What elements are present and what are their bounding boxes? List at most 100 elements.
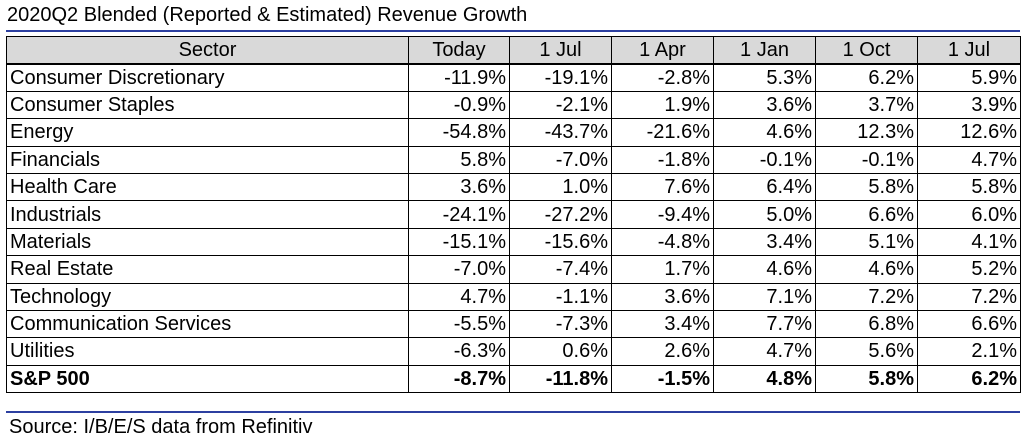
value-cell: -0.1%	[713, 145, 816, 174]
header-row: Sector Today 1 Jul 1 Apr 1 Jan 1 Oct 1 J…	[6, 35, 1021, 65]
table-row: Health Care 3.6% 1.0% 7.6% 6.4% 5.8% 5.8%	[6, 172, 1021, 202]
value-cell: 6.6%	[917, 309, 1021, 339]
table-row: Industrials -24.1% -27.2% -9.4% 5.0% 6.6% 6.0%	[6, 200, 1021, 229]
value-cell: -11.8%	[509, 364, 612, 394]
value-cell: 6.4%	[713, 172, 816, 202]
table-row: Communication Services -5.5% -7.3% 3.4% 7.7%…	[6, 309, 1021, 339]
value-cell: 4.7%	[408, 282, 510, 311]
value-cell: 3.6%	[611, 282, 714, 311]
value-cell: 4.6%	[815, 255, 918, 284]
value-cell: 7.2%	[917, 282, 1021, 311]
value-cell: -19.1%	[509, 63, 612, 92]
value-cell: -5.5%	[408, 309, 510, 339]
value-cell: 3.6%	[408, 172, 510, 202]
value-cell: 5.9%	[917, 63, 1021, 92]
column-header-1-jan: 1 Jan	[713, 35, 816, 65]
value-cell: -54.8%	[408, 118, 510, 147]
value-cell: 5.1%	[815, 227, 918, 257]
value-cell: 5.3%	[713, 63, 816, 92]
value-cell: -7.0%	[509, 145, 612, 174]
title-underline	[6, 30, 1020, 32]
table-row: Utilities -6.3% 0.6% 2.6% 4.7% 5.6% 2.1%	[6, 337, 1021, 366]
sector-cell: S&P 500	[6, 364, 409, 394]
value-cell: 6.2%	[815, 63, 918, 92]
value-cell: 5.2%	[917, 255, 1021, 284]
table-row: Materials -15.1% -15.6% -4.8% 3.4% 5.1% 4.1%	[6, 227, 1021, 257]
value-cell: 1.7%	[611, 255, 714, 284]
value-cell: -2.1%	[509, 90, 612, 120]
value-cell: -9.4%	[611, 200, 714, 229]
value-cell: 3.4%	[713, 227, 816, 257]
value-cell: -1.1%	[509, 282, 612, 311]
column-header-1-jul-prior: 1 Jul	[917, 35, 1021, 65]
value-cell: -11.9%	[408, 63, 510, 92]
value-cell: 6.6%	[815, 200, 918, 229]
value-cell: -8.7%	[408, 364, 510, 394]
table-row: Consumer Staples -0.9% -2.1% 1.9% 3.6% 3.7% 3.…	[6, 90, 1021, 120]
total-row: S&P 500 -8.7% -11.8% -1.5% 4.8% 5.8% 6.2%	[6, 364, 1021, 394]
table-row: Consumer Discretionary -11.9% -19.1% -2.8% 5…	[6, 63, 1021, 92]
value-cell: 7.1%	[713, 282, 816, 311]
value-cell: -7.0%	[408, 255, 510, 284]
value-cell: 5.8%	[815, 172, 918, 202]
value-cell: 4.6%	[713, 118, 816, 147]
value-cell: 4.7%	[917, 145, 1021, 174]
table-bottom-rule	[6, 411, 1020, 413]
value-cell: 6.8%	[815, 309, 918, 339]
value-cell: -24.1%	[408, 200, 510, 229]
value-cell: 7.2%	[815, 282, 918, 311]
revenue-growth-table: Sector Today 1 Jul 1 Apr 1 Jan 1 Oct 1 J…	[6, 35, 1021, 394]
value-cell: 6.2%	[917, 364, 1021, 394]
table-row: Financials 5.8% -7.0% -1.8% -0.1% -0.1% 4.7%	[6, 145, 1021, 174]
value-cell: -15.1%	[408, 227, 510, 257]
value-cell: -2.8%	[611, 63, 714, 92]
value-cell: -1.8%	[611, 145, 714, 174]
value-cell: 5.8%	[917, 172, 1021, 202]
value-cell: -1.5%	[611, 364, 714, 394]
value-cell: 5.0%	[713, 200, 816, 229]
value-cell: 7.6%	[611, 172, 714, 202]
table-title: 2020Q2 Blended (Reported & Estimated) Re…	[7, 4, 528, 26]
value-cell: 1.0%	[509, 172, 612, 202]
value-cell: 4.1%	[917, 227, 1021, 257]
value-cell: 3.4%	[611, 309, 714, 339]
value-cell: -21.6%	[611, 118, 714, 147]
table-row: Real Estate -7.0% -7.4% 1.7% 4.6% 4.6% 5.2%	[6, 255, 1021, 284]
value-cell: 6.0%	[917, 200, 1021, 229]
value-cell: 5.8%	[408, 145, 510, 174]
value-cell: 4.6%	[713, 255, 816, 284]
sector-cell: Technology	[6, 282, 409, 311]
value-cell: -7.4%	[509, 255, 612, 284]
sector-cell: Utilities	[6, 337, 409, 366]
sector-cell: Health Care	[6, 172, 409, 202]
source-note: Source: I/B/E/S data from Refinitiv	[9, 416, 313, 438]
value-cell: 0.6%	[509, 337, 612, 366]
value-cell: 2.1%	[917, 337, 1021, 366]
column-header-sector: Sector	[6, 35, 409, 65]
sector-cell: Real Estate	[6, 255, 409, 284]
value-cell: -0.1%	[815, 145, 918, 174]
value-cell: 5.8%	[815, 364, 918, 394]
value-cell: -0.9%	[408, 90, 510, 120]
sector-cell: Consumer Discretionary	[6, 63, 409, 92]
table-row: Energy -54.8% -43.7% -21.6% 4.6% 12.3% 12.6%	[6, 118, 1021, 147]
value-cell: -43.7%	[509, 118, 612, 147]
sector-cell: Consumer Staples	[6, 90, 409, 120]
value-cell: 3.9%	[917, 90, 1021, 120]
value-cell: 2.6%	[611, 337, 714, 366]
value-cell: 3.7%	[815, 90, 918, 120]
value-cell: 12.3%	[815, 118, 918, 147]
sector-cell: Financials	[6, 145, 409, 174]
value-cell: 4.7%	[713, 337, 816, 366]
value-cell: -15.6%	[509, 227, 612, 257]
value-cell: 4.8%	[713, 364, 816, 394]
column-header-1-apr: 1 Apr	[611, 35, 714, 65]
value-cell: 1.9%	[611, 90, 714, 120]
value-cell: -27.2%	[509, 200, 612, 229]
column-header-1-jul: 1 Jul	[509, 35, 612, 65]
value-cell: 5.6%	[815, 337, 918, 366]
table-row: Technology 4.7% -1.1% 3.6% 7.1% 7.2% 7.2%	[6, 282, 1021, 311]
column-header-1-oct: 1 Oct	[815, 35, 918, 65]
value-cell: -6.3%	[408, 337, 510, 366]
column-header-today: Today	[408, 35, 510, 65]
